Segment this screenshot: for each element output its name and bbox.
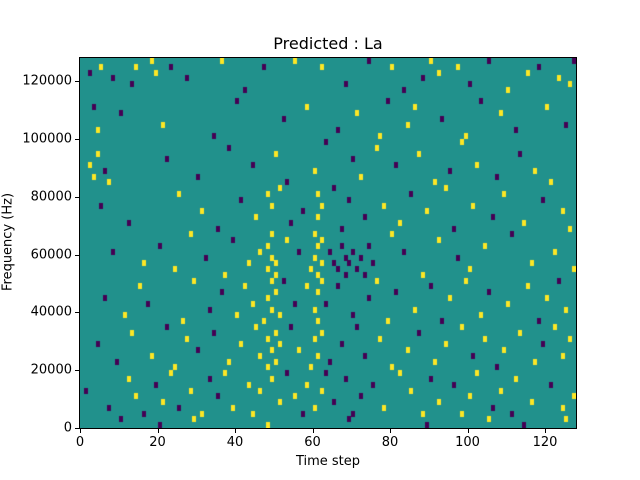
y-tick-mark — [75, 196, 79, 198]
y-tick-mark — [75, 254, 79, 256]
x-tick-mark — [80, 429, 81, 433]
x-tick-mark — [312, 429, 314, 433]
chart-title: Predicted : La — [273, 34, 383, 53]
x-tick-label: 100 — [455, 435, 480, 450]
x-axis-label: Time step — [295, 454, 361, 469]
y-tick-label: 100000 — [22, 131, 72, 147]
y-tick-mark — [75, 428, 79, 429]
x-tick-mark — [157, 429, 159, 433]
y-axis-label: Frequency (Hz) — [0, 192, 16, 292]
x-tick-label: 60 — [304, 435, 321, 450]
y-tick-label: 80000 — [30, 189, 72, 205]
y-tick-label: 20000 — [30, 362, 72, 378]
x-tick-label: 80 — [381, 435, 399, 450]
x-tick-mark — [390, 429, 391, 433]
x-tick-label: 120 — [532, 435, 558, 450]
x-tick-label: 0 — [75, 435, 85, 450]
y-tick-label: 120000 — [22, 73, 72, 89]
heatmap-canvas — [80, 58, 576, 428]
y-tick-label: 40000 — [30, 304, 72, 320]
plot-area — [79, 57, 577, 429]
x-tick-label: 20 — [149, 435, 166, 450]
y-tick-mark — [75, 138, 79, 140]
y-tick-label: 0 — [63, 420, 72, 436]
y-tick-label: 60000 — [30, 247, 72, 263]
x-tick-mark — [235, 429, 236, 433]
x-tick-mark — [467, 429, 469, 433]
y-tick-mark — [75, 81, 79, 83]
y-tick-mark — [75, 370, 79, 372]
y-tick-mark — [75, 312, 79, 314]
x-tick-label: 40 — [226, 435, 244, 450]
x-tick-mark — [545, 429, 546, 433]
